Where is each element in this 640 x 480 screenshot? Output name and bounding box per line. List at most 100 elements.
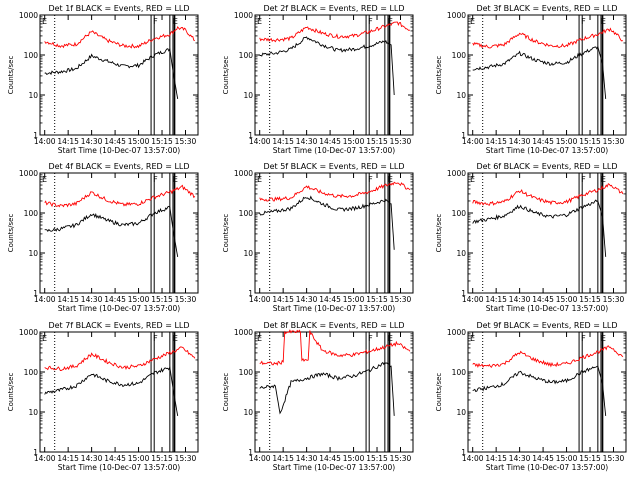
x-tick-label: 14:15 [485,295,507,304]
chart-title: Det 3f BLACK = Events, RED = LLD [476,4,617,13]
x-tick-label: 15:15 [151,454,173,463]
plot-frame [467,14,627,136]
x-tick-label: 14:45 [104,454,126,463]
plot-frame [254,172,414,294]
x-tick-label: 15:00 [128,295,150,304]
x-tick-label: 15:30 [603,454,625,463]
flag-label: F [581,175,586,184]
x-tick-label: 14:15 [57,454,79,463]
x-tick-label: 14:00 [462,295,484,304]
chart-panel-1: Det 1f BLACK = Events, RED = LLD Counts/s… [7,4,199,155]
series-line-events [472,199,607,257]
x-tick-label: 15:30 [390,137,412,146]
series-line-lld [44,25,196,49]
chart-panel-7: Det 7f BLACK = Events, RED = LLD Counts/s… [7,321,199,472]
plot-frame [39,14,199,136]
x-tick-label: 15:30 [390,295,412,304]
y-tick-label: 1 [248,131,253,140]
x-tick-label: 14:30 [296,295,318,304]
y-tick-label: 1 [33,448,38,457]
x-tick-label: 14:00 [249,454,271,463]
x-tick-label: 14:15 [272,454,294,463]
series-line-lld [259,329,411,366]
flag-label: E [601,17,606,26]
flag-label: E [601,175,606,184]
chart-panel-3: Det 3f BLACK = Events, RED = LLD Counts/s… [435,4,627,155]
flag-label: E [257,175,262,184]
x-axis-label: Start Time (10-Dec-07 13:57:00) [486,146,608,155]
series-line-events [259,195,395,250]
y-tick-label: 1000 [234,328,253,337]
y-tick-label: 10 [243,91,253,100]
x-tick-label: 15:00 [343,454,365,463]
y-tick-label: 1000 [234,169,253,178]
x-tick-label: 14:45 [532,454,554,463]
x-tick-label: 14:30 [509,295,531,304]
series-line-lld [472,27,624,49]
chart-title: Det 7f BLACK = Events, RED = LLD [48,321,189,330]
y-axis-label: Counts/sec [435,56,443,95]
y-tick-label: 1000 [19,169,38,178]
x-axis-label: Start Time (10-Dec-07 13:57:00) [58,146,180,155]
y-tick-label: 10 [456,91,466,100]
x-tick-label: 14:30 [509,137,531,146]
chart-title: Det 9f BLACK = Events, RED = LLD [476,321,617,330]
x-tick-label: 15:15 [366,295,388,304]
y-tick-label: 1000 [19,11,38,20]
x-tick-label: 15:30 [390,454,412,463]
series-line-events [259,361,395,416]
chart-panel-4: Det 4f BLACK = Events, RED = LLD Counts/s… [7,162,199,313]
y-tick-label: 10 [243,249,253,258]
y-axis-label: Counts/sec [7,373,15,412]
series-line-lld [472,183,624,206]
y-tick-label: 10 [28,91,38,100]
flag-label: E [470,334,475,343]
x-tick-label: 15:15 [151,295,173,304]
x-tick-label: 15:00 [556,454,578,463]
y-tick-label: 100 [239,209,254,218]
y-tick-label: 10 [456,408,466,417]
flag-label: E [173,175,178,184]
x-tick-label: 14:45 [104,137,126,146]
flag-label: E [601,334,606,343]
x-tick-label: 14:30 [81,137,103,146]
x-axis-label: Start Time (10-Dec-07 13:57:00) [58,463,180,472]
y-tick-label: 100 [239,368,254,377]
x-tick-label: 14:45 [319,454,341,463]
flag-label: F [368,334,373,343]
x-axis-label: Start Time (10-Dec-07 13:57:00) [58,304,180,313]
flag-label: E [42,175,47,184]
y-tick-label: 100 [452,209,467,218]
flag-label: F [153,17,158,26]
series-line-lld [259,181,411,202]
chart-title: Det 8f BLACK = Events, RED = LLD [263,321,404,330]
y-axis-label: Counts/sec [435,214,443,253]
x-tick-label: 15:30 [175,295,197,304]
x-tick-label: 14:15 [272,295,294,304]
flag-label: F [581,17,586,26]
y-tick-label: 100 [452,51,467,60]
flag-label: F [153,175,158,184]
series-line-events [44,365,179,416]
y-tick-label: 1 [461,448,466,457]
y-tick-label: 1000 [447,169,466,178]
y-tick-label: 1 [248,448,253,457]
chart-panel-8: Det 8f BLACK = Events, RED = LLD Counts/s… [222,321,414,472]
y-axis-label: Counts/sec [222,56,230,95]
y-tick-label: 100 [239,51,254,60]
x-tick-label: 14:15 [57,137,79,146]
x-tick-label: 14:15 [272,137,294,146]
series-line-events [472,365,607,416]
y-tick-label: 1 [248,289,253,298]
flag-label: E [470,175,475,184]
plot-frame [39,331,199,453]
y-tick-label: 100 [24,209,39,218]
x-tick-label: 15:00 [556,137,578,146]
x-tick-label: 14:00 [34,137,56,146]
series-line-lld [44,184,196,208]
series-line-events [259,36,395,96]
chart-panel-9: Det 9f BLACK = Events, RED = LLD Counts/s… [435,321,627,472]
y-axis-label: Counts/sec [7,56,15,95]
x-tick-label: 15:00 [343,295,365,304]
